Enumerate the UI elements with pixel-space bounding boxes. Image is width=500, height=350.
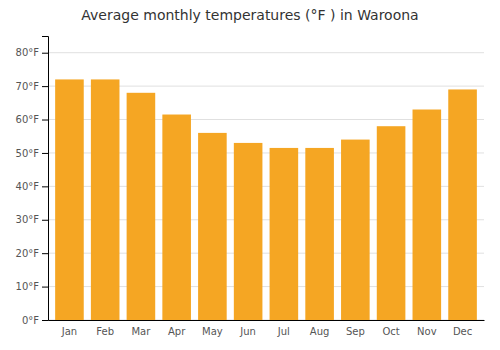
y-tick-mark bbox=[42, 153, 48, 154]
y-tick-label: 0°F bbox=[22, 315, 39, 326]
y-tick-mark bbox=[42, 120, 48, 121]
y-tick-mark bbox=[42, 320, 48, 321]
y-tick-label: 10°F bbox=[16, 281, 40, 292]
y-tick: 20°F bbox=[16, 248, 48, 259]
x-tick: Feb bbox=[96, 326, 114, 337]
y-tick: 80°F bbox=[16, 47, 48, 58]
x-tick: Nov bbox=[417, 326, 437, 337]
bar bbox=[162, 115, 191, 320]
chart-container: 0°F 10°F 20°F 30°F 40°F 50°F 60°F 70°F 80°F Jan Fe… bbox=[0, 0, 500, 350]
y-axis-line bbox=[42, 37, 49, 321]
y-tick: 30°F bbox=[16, 214, 48, 225]
x-tick-label: Jun bbox=[239, 326, 256, 337]
bar bbox=[55, 79, 84, 320]
x-tick: Aug bbox=[310, 326, 330, 337]
bar bbox=[413, 110, 442, 320]
x-axis: Jan Feb Mar Apr May Jun Jul Aug Sep Oct Nov Dec bbox=[49, 321, 485, 338]
y-tick-label: 60°F bbox=[16, 114, 40, 125]
y-tick-label: 20°F bbox=[16, 248, 40, 259]
bar bbox=[127, 93, 156, 320]
y-tick-mark bbox=[42, 287, 48, 288]
x-tick-label: Mar bbox=[131, 326, 151, 337]
y-tick: 10°F bbox=[16, 281, 48, 292]
x-tick: Mar bbox=[131, 326, 151, 337]
x-tick-label: Nov bbox=[417, 326, 437, 337]
y-tick-label: 80°F bbox=[16, 47, 40, 58]
x-tick: Sep bbox=[346, 326, 365, 337]
y-tick: 60°F bbox=[16, 114, 48, 125]
x-axis-line bbox=[49, 320, 485, 321]
x-tick-label: Feb bbox=[96, 326, 114, 337]
chart-svg: 0°F 10°F 20°F 30°F 40°F 50°F 60°F 70°F 80°F Jan Fe… bbox=[0, 0, 500, 350]
x-tick-label: Dec bbox=[453, 326, 472, 337]
y-tick-label: 40°F bbox=[16, 181, 40, 192]
bar bbox=[270, 148, 299, 320]
y-tick-mark bbox=[42, 86, 48, 87]
x-tick: Apr bbox=[168, 326, 186, 337]
x-tick-label: Jul bbox=[277, 326, 290, 337]
bar bbox=[91, 79, 120, 320]
bars bbox=[55, 79, 477, 320]
x-tick-label: Jan bbox=[61, 326, 77, 337]
y-tick-label: 70°F bbox=[16, 81, 40, 92]
bar bbox=[198, 133, 227, 320]
y-tick: 0°F bbox=[22, 315, 48, 326]
x-tick: Jun bbox=[239, 326, 256, 337]
x-tick-label: Aug bbox=[310, 326, 330, 337]
y-tick-mark bbox=[42, 186, 48, 187]
y-tick-mark bbox=[42, 53, 48, 54]
y-tick-mark bbox=[42, 220, 48, 221]
x-tick: Jan bbox=[61, 326, 77, 337]
grid bbox=[48, 53, 484, 320]
x-tick: Jul bbox=[277, 326, 290, 337]
bar bbox=[377, 126, 406, 320]
y-axis: 0°F 10°F 20°F 30°F 40°F 50°F 60°F 70°F 80°F bbox=[16, 37, 49, 326]
y-tick-mark bbox=[42, 253, 48, 254]
y-tick-label: 50°F bbox=[16, 148, 40, 159]
x-tick: Oct bbox=[382, 326, 399, 337]
y-tick: 70°F bbox=[16, 81, 48, 92]
bar bbox=[448, 89, 477, 320]
bar bbox=[305, 148, 334, 320]
plot-area: 0°F 10°F 20°F 30°F 40°F 50°F 60°F 70°F 80°F Jan Fe… bbox=[16, 37, 485, 338]
y-tick: 40°F bbox=[16, 181, 48, 192]
x-tick: Dec bbox=[453, 326, 472, 337]
title: Average monthly temperatures (°F ) in Wa… bbox=[81, 7, 418, 23]
x-tick-label: Sep bbox=[346, 326, 365, 337]
x-tick-label: Oct bbox=[382, 326, 399, 337]
y-tick: 50°F bbox=[16, 148, 48, 159]
y-tick-label: 30°F bbox=[16, 214, 40, 225]
bar bbox=[234, 143, 263, 320]
grid-line bbox=[48, 52, 484, 53]
x-tick-label: Apr bbox=[168, 326, 186, 337]
bar bbox=[341, 140, 370, 320]
x-tick: May bbox=[202, 326, 223, 337]
x-tick-label: May bbox=[202, 326, 223, 337]
